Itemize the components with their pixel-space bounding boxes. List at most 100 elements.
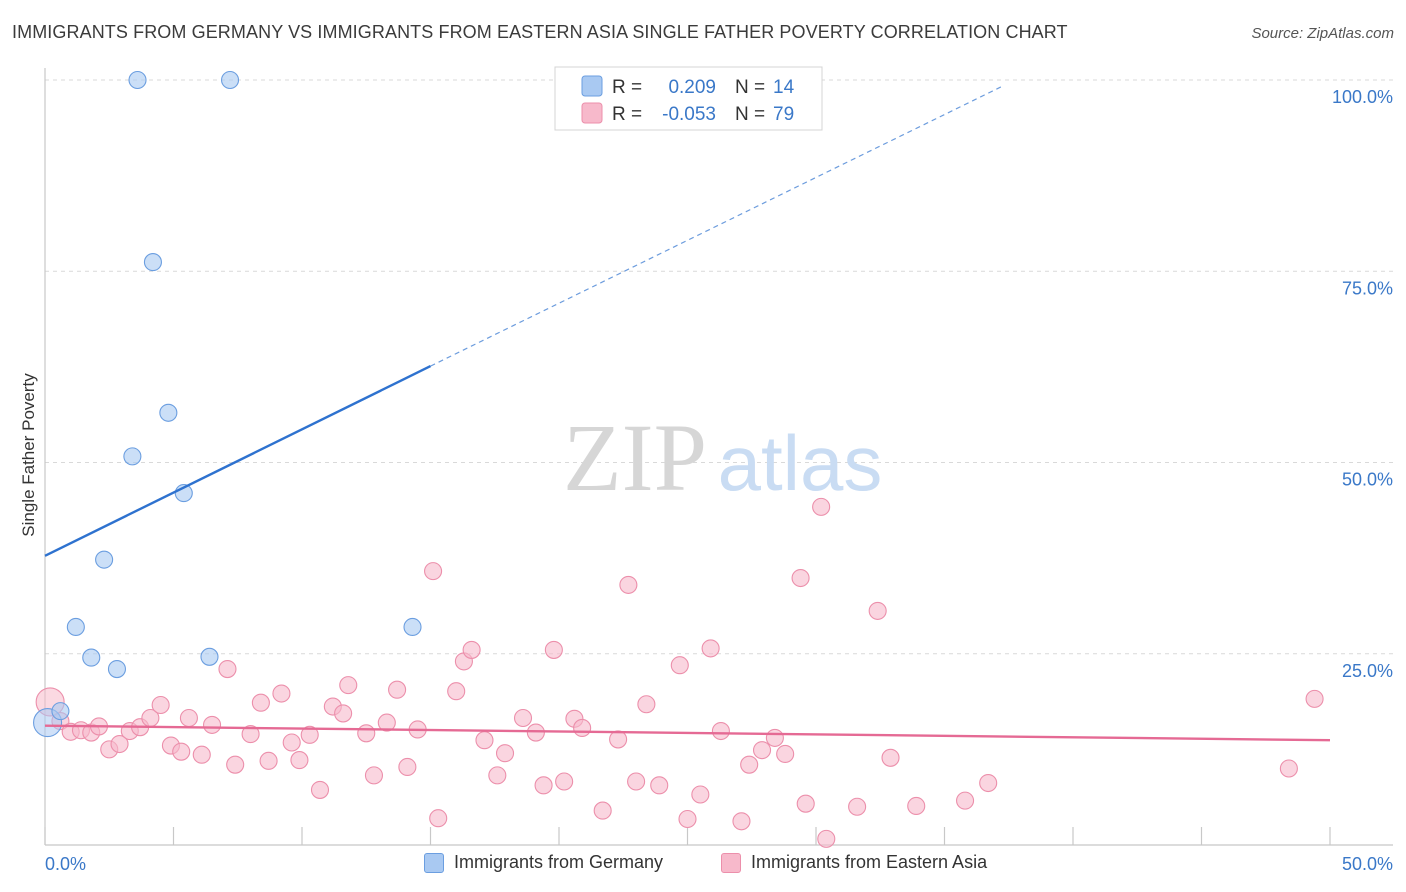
axes [44, 68, 1393, 846]
eastern-asia-point-45 [513, 708, 533, 728]
germany-point-4 [82, 648, 101, 667]
x-tick-label-max: 50.0% [1342, 854, 1393, 874]
germany-point-5 [95, 550, 114, 569]
eastern-asia-point-39 [447, 682, 466, 701]
legend-n-value-1: 14 [773, 77, 795, 98]
eastern-asia-point-20 [241, 725, 260, 744]
y-tick-label: 100.0% [1332, 87, 1393, 107]
eastern-asia-point-62 [711, 721, 730, 741]
chart-source: Source: ZipAtlas.com [1251, 25, 1394, 42]
eastern-asia-point-58 [670, 656, 689, 675]
eastern-asia-point-56 [637, 695, 656, 714]
legend-r-value-1: 0.209 [668, 77, 716, 98]
eastern-asia-point-17 [203, 715, 222, 734]
y-tick-labels: 25.0% 50.0% 75.0% 100.0% [1332, 87, 1393, 681]
eastern-asia-point-79 [848, 797, 867, 816]
eastern-asia-point-57 [650, 776, 669, 795]
eastern-asia-point-70 [817, 829, 836, 848]
eastern-asia-point-25 [290, 751, 309, 770]
eastern-asia-point-14 [172, 742, 191, 761]
eastern-asia-point-33 [377, 713, 396, 732]
eastern-asia-point-66 [765, 728, 784, 747]
eastern-asia-point-75 [956, 791, 975, 810]
eastern-asia-point-73 [881, 748, 900, 767]
x-tick-label-min: 0.0% [45, 854, 86, 874]
eastern-asia-point-29 [334, 704, 353, 723]
eastern-asia-point-16 [192, 745, 211, 764]
watermark: ZIP atlas [563, 404, 882, 511]
eastern-asia-point-21 [251, 693, 270, 712]
eastern-asia-point-43 [488, 766, 507, 785]
legend-n-label-2: N = [735, 104, 765, 125]
eastern-asia-point-47 [534, 776, 553, 795]
germany-point-9 [143, 253, 162, 272]
eastern-asia-point-23 [272, 684, 291, 703]
eastern-asia-point-64 [740, 755, 759, 774]
eastern-asia-point-65 [752, 741, 772, 760]
bottom-legend-label-eastern-asia: Immigrants from Eastern Asia [751, 852, 988, 872]
series-germany-points [33, 70, 422, 738]
germany-trendline [44, 365, 432, 557]
eastern-asia-point-31 [357, 724, 376, 743]
watermark-atlas: atlas [718, 419, 883, 507]
germany-point-3 [66, 617, 85, 637]
eastern-asia-point-63 [732, 812, 751, 831]
eastern-asia-point-42 [475, 731, 494, 750]
bottom-legend-germany[interactable]: Immigrants from Germany [424, 852, 663, 873]
y-tick-label: 25.0% [1342, 661, 1393, 681]
eastern-asia-point-55 [627, 772, 646, 791]
eastern-asia-point-44 [495, 744, 515, 763]
eastern-asia-point-77 [1279, 759, 1298, 778]
legend-r-label-1: R = [612, 77, 642, 98]
y-tick-label: 75.0% [1342, 278, 1393, 298]
eastern-asia-point-78 [1305, 689, 1324, 708]
eastern-asia-point-67 [776, 744, 795, 764]
eastern-asia-point-48 [544, 640, 563, 659]
eastern-asia-point-54 [619, 575, 638, 594]
bottom-legend-label-germany: Immigrants from Germany [454, 852, 664, 872]
eastern-asia-point-41 [462, 640, 481, 659]
germany-point-10 [159, 403, 178, 422]
eastern-asia-point-76 [979, 773, 998, 793]
germany-point-14 [403, 617, 422, 637]
eastern-asia-point-53 [609, 730, 628, 749]
eastern-asia-point-61 [701, 639, 720, 658]
eastern-asia-point-52 [593, 801, 612, 820]
legend-swatch-pink [581, 102, 603, 124]
y-axis-label: Single Father Poverty [19, 373, 38, 537]
x-tick-labels: 0.0% 50.0% [45, 854, 1393, 874]
eastern-asia-point-46 [526, 723, 545, 742]
germany-point-8 [128, 70, 147, 90]
germany-point-7 [123, 447, 142, 466]
legend-swatch-germany [424, 852, 444, 873]
eastern-asia-point-59 [678, 809, 697, 829]
eastern-asia-point-15 [179, 708, 198, 728]
germany-point-6 [107, 659, 127, 679]
gridlines [45, 79, 1393, 655]
bottom-legend-eastern-asia[interactable]: Immigrants from Eastern Asia [721, 852, 987, 873]
eastern-asia-point-34 [388, 680, 407, 699]
eastern-asia-point-8 [110, 734, 129, 754]
eastern-asia-point-27 [310, 780, 330, 799]
trendlines [44, 86, 1331, 742]
y-tick-label: 50.0% [1342, 470, 1393, 490]
eastern-asia-point-68 [791, 568, 810, 588]
germany-trendline-extension [430, 86, 1002, 367]
eastern-asia-point-35 [398, 757, 417, 777]
chart-title: IMMIGRANTS FROM GERMANY VS IMMIGRANTS FR… [12, 22, 1068, 42]
eastern-asia-trendline [44, 724, 1331, 742]
eastern-asia-point-71 [812, 497, 831, 516]
germany-point-12 [200, 647, 219, 666]
watermark-zip: ZIP [563, 404, 707, 511]
eastern-asia-point-12 [151, 695, 170, 715]
eastern-asia-point-74 [907, 796, 926, 816]
eastern-asia-point-49 [555, 772, 574, 791]
legend-r-label-2: R = [612, 104, 642, 125]
correlation-legend: R = 0.209 N = 14 R = -0.053 N = 79 [554, 66, 823, 131]
eastern-asia-point-22 [259, 751, 278, 770]
eastern-asia-point-30 [339, 676, 358, 695]
eastern-asia-point-38 [429, 809, 448, 828]
eastern-asia-point-26 [300, 725, 319, 744]
series-eastern-asia-points [35, 497, 1324, 848]
